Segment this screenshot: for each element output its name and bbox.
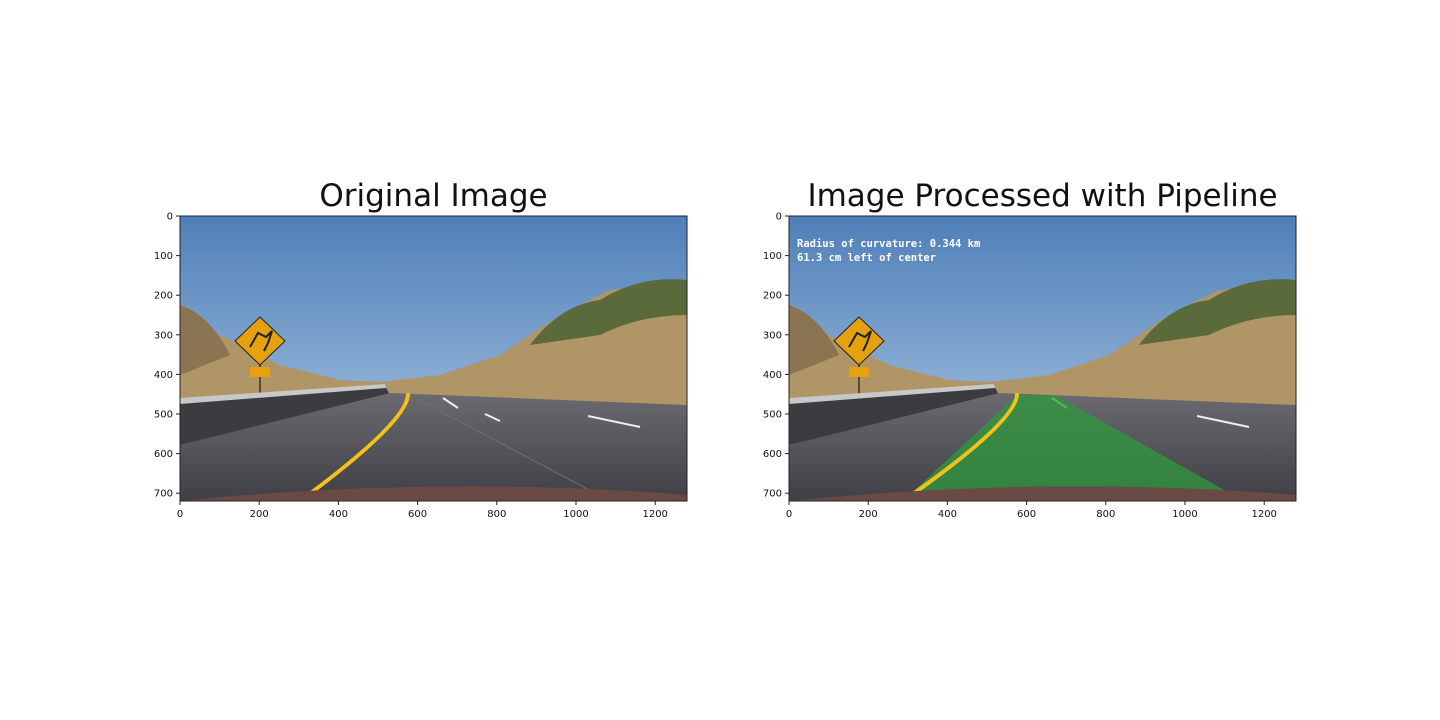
x-tick-label: 800 [487,509,506,520]
x-tick-label: 0 [786,509,792,520]
y-tick-label: 100 [154,251,173,262]
y-axis: 0 100 200 300 400 500 600 700 [763,212,789,500]
deer-crossing-sign [833,316,885,395]
x-tick-label: 600 [1017,509,1036,520]
detected-lane-overlay [903,395,1244,501]
x-tick-label: 1200 [1251,509,1276,520]
y-tick-label: 300 [154,330,173,341]
y-tick-label: 700 [154,489,173,500]
y-tick-label: 200 [154,291,173,302]
offset-readout: 61.3 cm left of center [797,252,936,264]
y-tick-label: 100 [763,251,782,262]
x-tick-label: 1000 [563,509,588,520]
y-tick-label: 400 [154,370,173,381]
y-tick-label: 300 [763,330,782,341]
x-tick-label: 400 [938,509,957,520]
curvature-readout: Radius of curvature: 0.344 km [797,238,980,250]
y-tick-label: 700 [763,489,782,500]
y-tick-label: 600 [154,449,173,460]
y-tick-label: 200 [763,291,782,302]
original-image-plot: 0 200 400 600 800 1000 1200 0 100 200 30… [154,212,688,520]
y-tick-label: 500 [154,410,173,421]
road-photo-processed: Radius of curvature: 0.344 km 61.3 cm le… [789,216,1296,501]
y-tick-label: 500 [763,410,782,421]
road-photo [180,216,687,501]
processed-image-plot: Radius of curvature: 0.344 km 61.3 cm le… [763,212,1297,520]
x-tick-label: 800 [1096,509,1115,520]
y-axis: 0 100 200 300 400 500 600 700 [154,212,180,500]
x-tick-label: 0 [177,509,183,520]
y-tick-label: 0 [776,212,782,223]
deer-crossing-sign [234,316,286,395]
x-tick-label: 200 [250,509,269,520]
x-axis: 0 200 400 600 800 1000 1200 [177,501,668,520]
panel-title-processed: Image Processed with Pipeline [807,178,1278,214]
x-tick-label: 1200 [642,509,667,520]
y-tick-label: 600 [763,449,782,460]
y-tick-label: 400 [763,370,782,381]
x-tick-label: 200 [859,509,878,520]
y-tick-label: 0 [167,212,173,223]
x-tick-label: 1000 [1172,509,1197,520]
panel-title-original: Original Image [319,178,548,214]
x-axis: 0 200 400 600 800 1000 1200 [786,501,1277,520]
x-tick-label: 600 [408,509,427,520]
x-tick-label: 400 [329,509,348,520]
